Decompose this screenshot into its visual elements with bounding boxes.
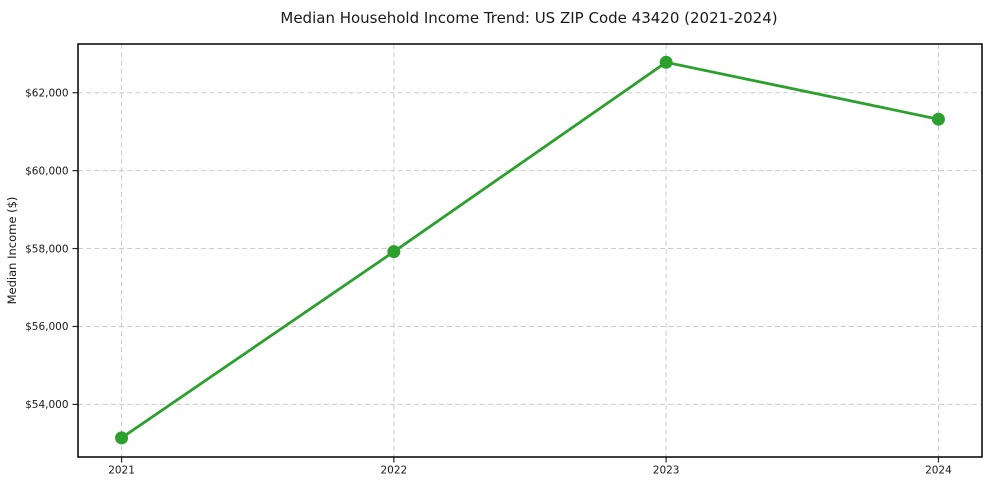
plot-border xyxy=(77,43,983,458)
y-tick-label: $54,000 xyxy=(25,399,68,411)
y-tick-label: $60,000 xyxy=(25,165,68,177)
data-point-2021 xyxy=(115,431,129,445)
x-tick-label: 2024 xyxy=(925,465,952,477)
data-point-2024 xyxy=(931,112,945,126)
x-tick-label: 2021 xyxy=(108,465,135,477)
x-tick-label: 2022 xyxy=(380,465,407,477)
data-point-2023 xyxy=(659,55,673,69)
x-tick-label: 2023 xyxy=(653,465,680,477)
y-tick-label: $58,000 xyxy=(25,243,68,255)
chart-title: Median Household Income Trend: US ZIP Co… xyxy=(280,9,777,27)
data-point-2022 xyxy=(387,245,401,259)
y-tick-label: $56,000 xyxy=(25,321,68,333)
plot-area: $54,000 $56,000 $58,000 $60,000 $62,000 2021 2… xyxy=(25,43,983,477)
y-axis-label: Median Income ($) xyxy=(5,197,19,305)
series-line xyxy=(120,60,939,440)
y-tick-label: $62,000 xyxy=(25,87,68,99)
